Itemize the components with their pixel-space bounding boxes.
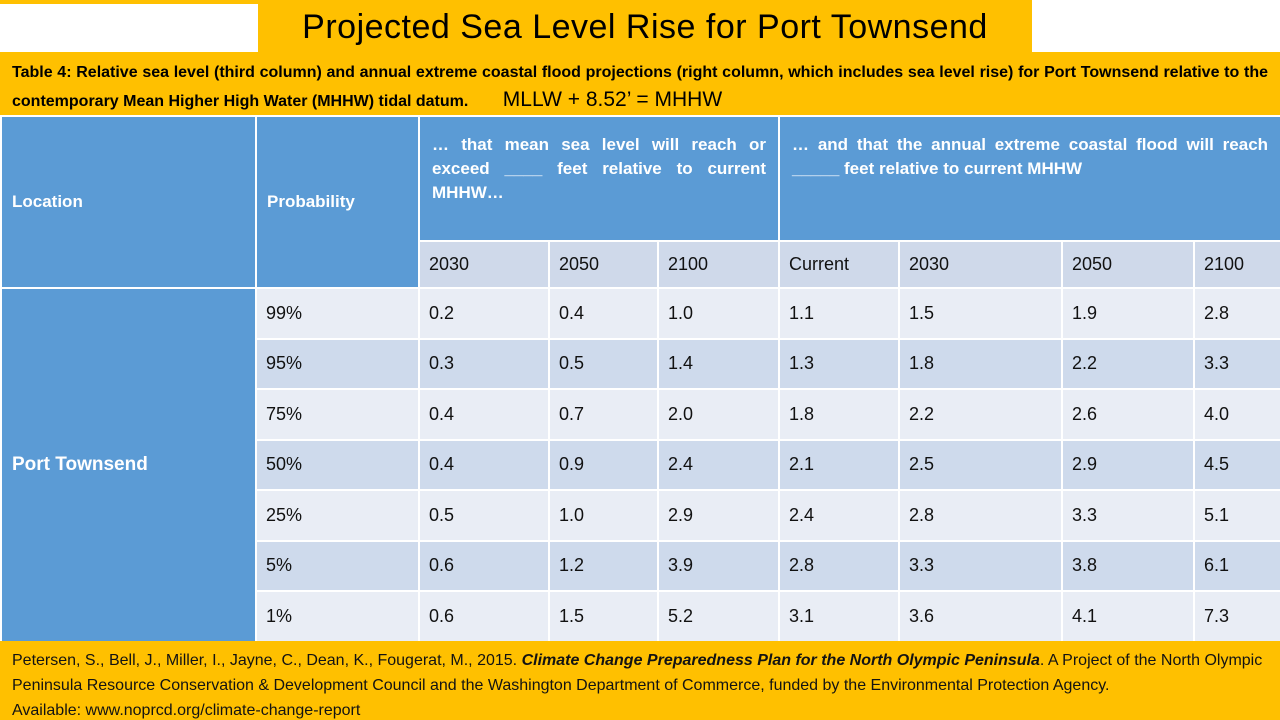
value-cell: 2.5 — [898, 438, 1064, 491]
col-header-sea-level: … that mean sea level will reach or exce… — [417, 115, 781, 242]
table-row-95pct: 95% 0.3 0.5 1.4 1.3 1.8 2.2 3.3 — [1, 337, 1280, 390]
value-cell: 2.1 — [778, 438, 901, 491]
citation-text: Available: www.noprcd.org/climate-change… — [12, 702, 361, 719]
probability-cell: 99% — [255, 287, 420, 340]
main-header-row: Location Probability … that mean sea lev… — [0, 115, 1280, 289]
value-cell: 3.6 — [898, 590, 1064, 643]
value-cell: 0.9 — [548, 438, 659, 491]
value-cell: 0.4 — [418, 388, 550, 441]
probability-cell: 75% — [255, 388, 420, 441]
year-header-row: 2030 2050 2100 Current 2030 2050 2100 — [1, 240, 1280, 289]
value-cell: 2.8 — [1193, 287, 1280, 340]
table-row-50pct: 50% 0.4 0.9 2.4 2.1 2.5 2.9 4.5 — [1, 438, 1280, 491]
value-cell: 1.3 — [778, 337, 901, 390]
col-header-probability: Probability — [255, 115, 420, 289]
probability-cell: 50% — [255, 438, 420, 491]
value-cell: 1.5 — [898, 287, 1064, 340]
citation-text: Petersen, S., Bell, J., Miller, I., Jayn… — [12, 652, 522, 669]
year-header-2100: 2100 — [656, 240, 781, 289]
value-cell: 2.6 — [1061, 388, 1196, 441]
year-header-2050: 2050 — [548, 240, 659, 289]
mhhw-formula: MLLW + 8.52’ = MHHW — [502, 88, 723, 111]
value-cell: 3.3 — [1193, 337, 1280, 390]
value-cell: 2.2 — [1061, 337, 1196, 390]
table-row-1pct: 1% 0.6 1.5 5.2 3.1 3.6 4.1 7.3 — [1, 590, 1280, 643]
value-cell: 0.4 — [418, 438, 550, 491]
value-cell: 3.3 — [1061, 489, 1196, 542]
value-cell: 0.5 — [548, 337, 659, 390]
probability-cell: 5% — [255, 539, 420, 592]
value-cell: 0.3 — [418, 337, 550, 390]
value-cell: 3.9 — [656, 539, 781, 592]
col-header-flood: … and that the annual extreme coastal fl… — [778, 115, 1280, 242]
value-cell: 0.4 — [548, 287, 659, 340]
value-cell: 3.1 — [778, 590, 901, 643]
value-cell: 5.1 — [1193, 489, 1280, 542]
location-value-cell: Port Townsend — [0, 287, 257, 643]
value-cell: 1.8 — [898, 337, 1064, 390]
table-row-75pct: 75% 0.4 0.7 2.0 1.8 2.2 2.6 4.0 — [1, 388, 1280, 441]
value-cell: 7.3 — [1193, 590, 1280, 643]
citation-footer: Petersen, S., Bell, J., Miller, I., Jayn… — [0, 641, 1280, 720]
sea-level-table: Location Probability … that mean sea lev… — [0, 115, 1280, 643]
citation-text: . A Project of the North Olympic Peninsu… — [12, 652, 1263, 694]
value-cell: 1.0 — [656, 287, 781, 340]
year-header-2030: 2030 — [898, 240, 1064, 289]
value-cell: 2.0 — [656, 388, 781, 441]
col-header-location: Location — [0, 115, 257, 289]
probability-cell: 1% — [255, 590, 420, 643]
value-cell: 2.4 — [656, 438, 781, 491]
page-title: Projected Sea Level Rise for Port Townse… — [258, 0, 1032, 52]
caption-text: Table 4: Relative sea level (third colum… — [12, 64, 1268, 110]
value-cell: 2.9 — [656, 489, 781, 542]
value-cell: 5.2 — [656, 590, 781, 643]
year-header-2030: 2030 — [418, 240, 550, 289]
value-cell: 0.6 — [418, 590, 550, 643]
value-cell: 4.5 — [1193, 438, 1280, 491]
citation-report-title: Climate Change Preparedness Plan for the… — [521, 652, 1040, 669]
value-cell: 1.2 — [548, 539, 659, 592]
year-header-2050: 2050 — [1061, 240, 1196, 289]
value-cell: 0.5 — [418, 489, 550, 542]
value-cell: 1.9 — [1061, 287, 1196, 340]
table-row-5pct: 5% 0.6 1.2 3.9 2.8 3.3 3.8 6.1 — [1, 539, 1280, 592]
probability-cell: 25% — [255, 489, 420, 542]
value-cell: 0.6 — [418, 539, 550, 592]
value-cell: 1.0 — [548, 489, 659, 542]
value-cell: 3.8 — [1061, 539, 1196, 592]
value-cell: 2.9 — [1061, 438, 1196, 491]
value-cell: 2.8 — [778, 539, 901, 592]
value-cell: 4.1 — [1061, 590, 1196, 643]
value-cell: 3.3 — [898, 539, 1064, 592]
probability-cell: 95% — [255, 337, 420, 390]
table-row-99pct: Port Townsend 99% 0.2 0.4 1.0 1.1 1.5 1.9 2.8 — [0, 287, 1280, 643]
value-cell: 1.1 — [778, 287, 901, 340]
value-cell: 0.7 — [548, 388, 659, 441]
table-row-25pct: 25% 0.5 1.0 2.9 2.4 2.8 3.3 5.1 — [1, 489, 1280, 542]
value-cell: 0.2 — [418, 287, 550, 340]
year-header-2100: 2100 — [1193, 240, 1280, 289]
year-header-current: Current — [778, 240, 901, 289]
value-cell: 1.4 — [656, 337, 781, 390]
value-cell: 2.2 — [898, 388, 1064, 441]
value-cell: 4.0 — [1193, 388, 1280, 441]
value-cell: 2.8 — [898, 489, 1064, 542]
table-caption: Table 4: Relative sea level (third colum… — [0, 52, 1280, 115]
value-cell: 1.8 — [778, 388, 901, 441]
value-cell: 2.4 — [778, 489, 901, 542]
value-cell: 6.1 — [1193, 539, 1280, 592]
value-cell: 1.5 — [548, 590, 659, 643]
